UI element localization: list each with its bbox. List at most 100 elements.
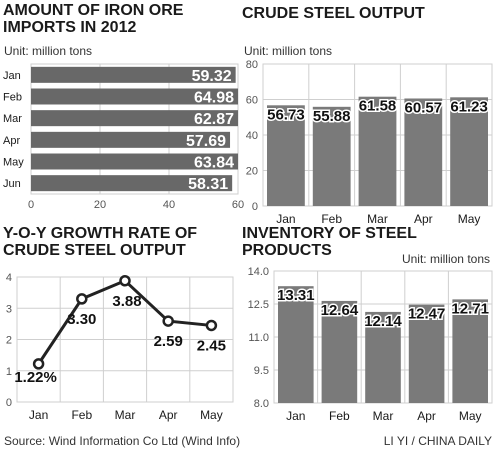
category-label: May: [200, 408, 223, 422]
data-label: 55.88: [313, 108, 351, 125]
x-tick-label: 40: [163, 199, 175, 211]
data-label: 12.71: [451, 300, 489, 317]
data-label: 12.14: [364, 313, 402, 330]
y-tick-label: 12.5: [248, 299, 269, 311]
bar: [31, 66, 236, 83]
crude-steel-chart: 0 20 40 60 80 56.73 Jan 55.88 Feb 61.58 Mar 60.57 Ap…: [246, 59, 493, 226]
category-label: Jan: [29, 408, 48, 422]
y-tick-label: 11.0: [248, 332, 269, 344]
data-label: 2.59: [154, 333, 183, 350]
bar: [358, 96, 397, 206]
bar: [31, 131, 231, 148]
inventory-unit: Unit: million tons: [401, 252, 490, 266]
bar: [450, 97, 488, 206]
data-label: 56.73: [267, 106, 305, 123]
category-label: May: [459, 409, 482, 423]
bar: [365, 311, 401, 403]
iron-ore-title-line-1: AMOUNT OF IRON ORE: [3, 2, 184, 19]
y-tick-label: 3: [6, 303, 12, 315]
iron-ore-unit: Unit: million tons: [4, 44, 93, 58]
growth-title-line-1: Y-O-Y GROWTH RATE OF: [3, 225, 198, 242]
category-label: Apr: [417, 409, 436, 423]
data-label: 58.31: [188, 176, 228, 193]
data-point: [32, 358, 45, 370]
data-label: 61.23: [450, 98, 488, 115]
category-label: Mar: [115, 408, 136, 422]
bar: [31, 110, 238, 127]
iron-ore-chart: 0 20 40 60 Jan 59.32 Feb 64.98 Mar 62.87 Apr 57.69 M…: [3, 63, 244, 211]
data-label: 64.98: [194, 90, 234, 107]
credit-note: LI YI / CHINA DAILY: [383, 434, 492, 448]
category-label: Jun: [3, 178, 21, 190]
category-label: Jan: [286, 409, 305, 423]
growth-title: Y-O-Y GROWTH RATE OF CRUDE STEEL OUTPUT: [3, 225, 197, 259]
data-label: 12.47: [408, 306, 446, 323]
crude-steel-title: CRUDE STEEL OUTPUT: [242, 5, 425, 22]
bar: [452, 299, 488, 403]
data-label: 13.31: [277, 287, 315, 304]
data-label: 63.84: [194, 155, 234, 172]
x-tick-label: 0: [28, 199, 34, 211]
crude-steel-title-line-1: CRUDE STEEL OUTPUT: [242, 5, 425, 22]
data-label: 1.22%: [14, 369, 57, 386]
bar: [31, 88, 238, 105]
category-label: Mar: [3, 113, 22, 125]
bar: [312, 106, 351, 206]
data-label: 3.88: [112, 293, 141, 310]
y-tick-label: 80: [246, 59, 258, 71]
category-label: Jan: [276, 212, 295, 226]
category-label: May: [458, 212, 481, 226]
category-label: May: [3, 157, 24, 169]
data-label: 3.30: [67, 311, 96, 328]
x-tick-label: 20: [94, 199, 106, 211]
y-tick-label: 40: [246, 130, 258, 142]
y-tick-label: 0: [252, 201, 258, 213]
data-label: 60.57: [405, 99, 443, 116]
data-point: [205, 319, 218, 332]
bar: [321, 300, 358, 403]
y-tick-label: 2: [6, 335, 12, 347]
data-point: [162, 315, 174, 327]
iron-ore-title: AMOUNT OF IRON ORE IMPORTS IN 2012: [3, 2, 183, 36]
category-label: Apr: [414, 212, 433, 226]
category-label: Feb: [3, 92, 22, 104]
y-tick-label: 0: [6, 397, 12, 409]
bar: [278, 286, 314, 403]
growth-chart: 0 1 2 3 4 1.22% Jan 3.30 Feb 3.88 Mar 2.59 Apr 2.45 Ma…: [6, 272, 234, 422]
data-label: 57.69: [186, 133, 226, 150]
y-tick-label: 4: [6, 272, 12, 284]
category-label: Mar: [367, 212, 388, 226]
bar: [31, 175, 233, 192]
iron-ore-title-line-2: IMPORTS IN 2012: [3, 19, 137, 36]
category-label: Apr: [159, 408, 178, 422]
category-label: Feb: [329, 409, 350, 423]
x-tick-label: 60: [232, 199, 244, 211]
category-label: Apr: [3, 135, 20, 147]
category-label: Feb: [71, 408, 92, 422]
crude-steel-unit: Unit: million tons: [244, 44, 333, 58]
source-note: Source: Wind Information Co Ltd (Wind In…: [4, 434, 241, 448]
bar: [408, 304, 445, 403]
data-label: 12.64: [321, 302, 359, 319]
category-label: Jan: [3, 70, 21, 82]
y-tick-label: 60: [246, 95, 258, 107]
bar: [404, 98, 443, 206]
y-tick-label: 1: [6, 366, 12, 378]
growth-title-line-2: CRUDE STEEL OUTPUT: [3, 242, 186, 259]
data-point: [119, 275, 131, 287]
data-label: 61.58: [359, 98, 397, 115]
y-tick-label: 8.0: [254, 398, 269, 410]
data-label: 59.32: [192, 68, 232, 85]
inventory-title-line-1: INVENTORY OF STEEL: [242, 225, 417, 242]
data-label: 62.87: [194, 111, 234, 128]
inventory-title-line-2: PRODUCTS: [242, 242, 332, 259]
data-point: [76, 293, 88, 305]
y-tick-label: 20: [246, 166, 258, 178]
y-tick-label: 14.0: [248, 266, 269, 278]
category-label: Mar: [373, 409, 394, 423]
category-label: Feb: [321, 212, 342, 226]
y-tick-label: 9.5: [254, 365, 269, 377]
inventory-chart: 8.0 9.5 11.0 12.5 14.0 13.31 Jan 12.64 Feb 12.14 M…: [248, 266, 493, 423]
bar: [31, 153, 238, 170]
data-label: 2.45: [197, 337, 226, 354]
